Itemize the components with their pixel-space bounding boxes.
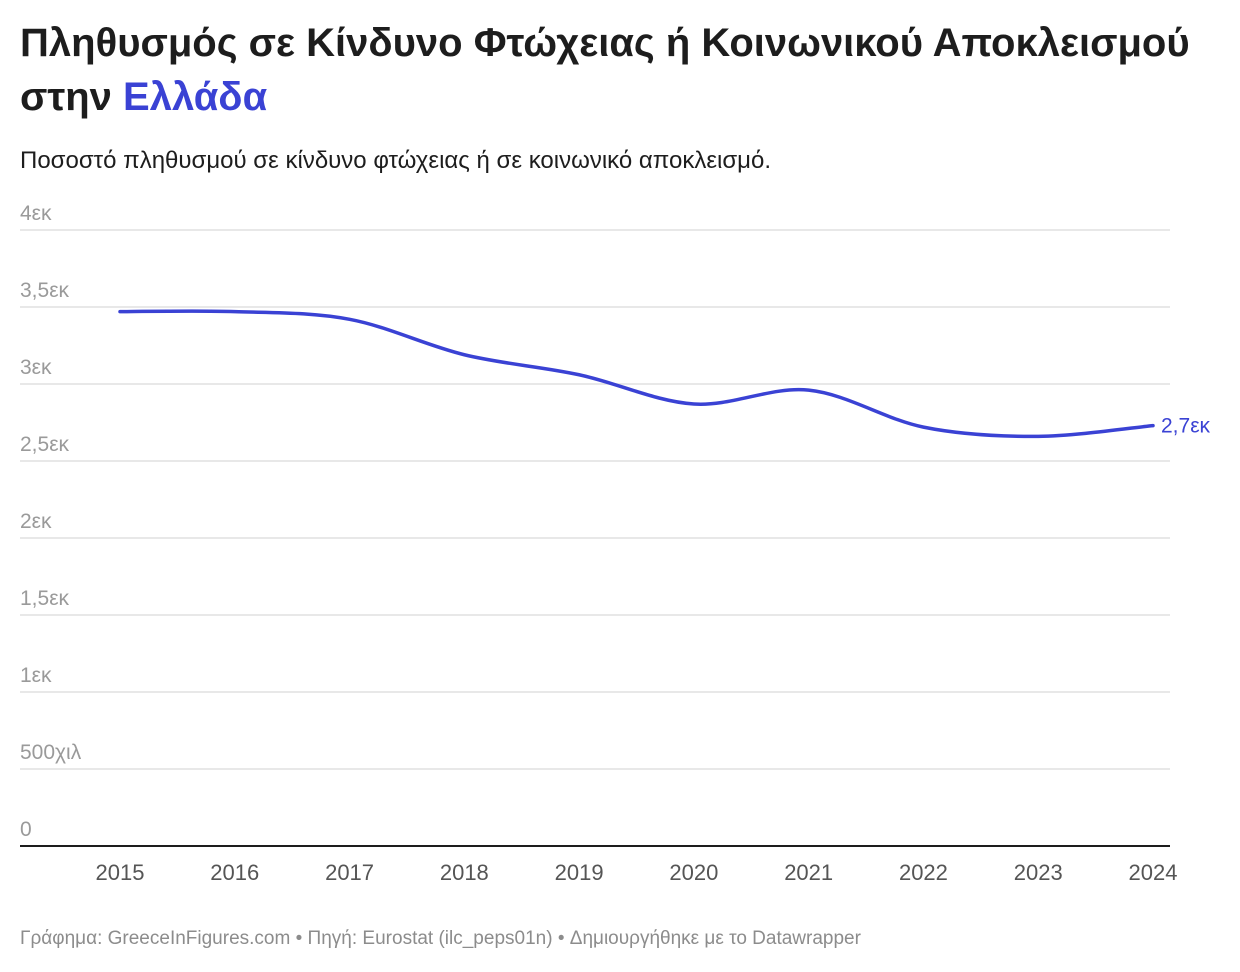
footer-credits: Γράφημα: GreeceInFigures.com • Πηγή: Eur…	[20, 928, 861, 949]
x-tick-label: 2023	[1014, 860, 1063, 885]
x-tick-label: 2015	[96, 860, 145, 885]
end-value-label: 2,7εκ	[1161, 415, 1211, 438]
y-tick-label: 0	[20, 818, 32, 841]
x-axis-ticks: 2015 2016 2017 2018 2019 2020 2021 2022 2023 2024	[96, 860, 1178, 885]
y-tick-label: 2εκ	[20, 510, 52, 533]
y-tick-label: 1εκ	[20, 664, 52, 687]
x-tick-label: 2020	[669, 860, 718, 885]
y-tick-label: 1,5εκ	[20, 587, 70, 610]
chart-title: Πληθυσμός σε Κίνδυνο Φτώχειας ή Κοινωνικ…	[20, 16, 1200, 124]
x-tick-label: 2019	[555, 860, 604, 885]
x-tick-label: 2018	[440, 860, 489, 885]
x-tick-label: 2024	[1129, 860, 1178, 885]
x-tick-label: 2022	[899, 860, 948, 885]
y-tick-label: 2,5εκ	[20, 433, 70, 456]
y-tick-label: 3εκ	[20, 356, 52, 379]
x-tick-label: 2021	[784, 860, 833, 885]
y-axis-ticks: 0 500χιλ 1εκ 1,5εκ 2εκ 2,5εκ 3εκ 3,5εκ 4εκ	[20, 202, 82, 841]
y-tick-label: 4εκ	[20, 202, 52, 225]
chart-subtitle: Ποσοστό πληθυσμού σε κίνδυνο φτώχειας ή …	[20, 147, 772, 174]
x-tick-label: 2017	[325, 860, 374, 885]
y-tick-label: 500χιλ	[20, 741, 82, 764]
gridlines	[20, 229, 1170, 770]
y-tick-label: 3,5εκ	[20, 279, 70, 302]
x-tick-label: 2016	[210, 860, 259, 885]
chart-title-text: Πληθυσμός σε Κίνδυνο Φτώχειας ή Κοινωνικ…	[20, 21, 1190, 119]
series-line	[118, 309, 1155, 439]
chart-title-highlight: Ελλάδα	[123, 75, 268, 119]
